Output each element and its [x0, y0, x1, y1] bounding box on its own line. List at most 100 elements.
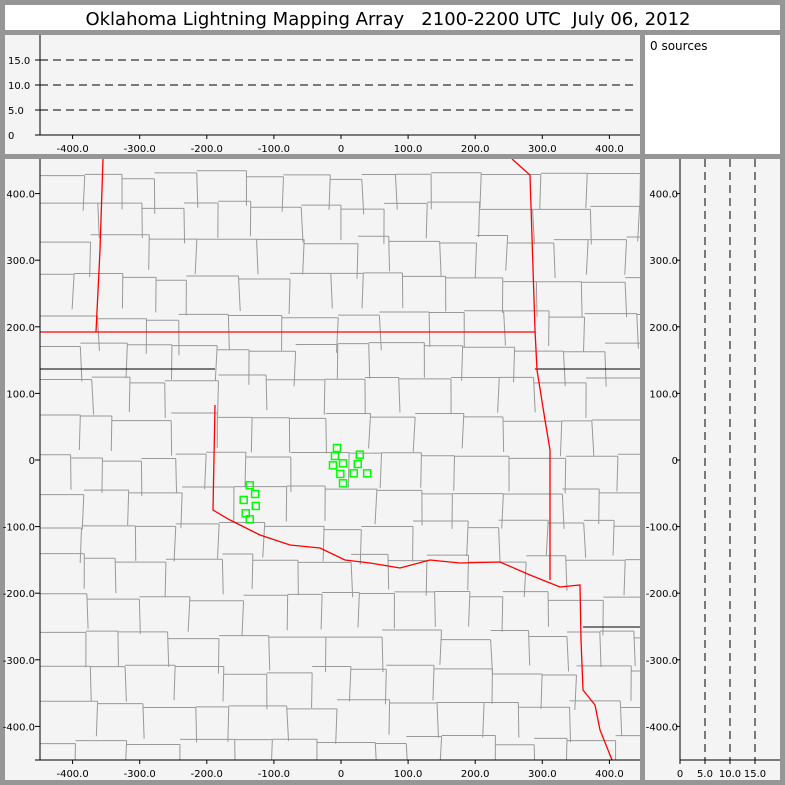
- altitude-x-panel: [5, 35, 640, 154]
- county-border: [566, 738, 568, 760]
- y-tick-label: 300.0: [6, 256, 35, 267]
- county-border: [244, 452, 247, 488]
- county-border: [428, 312, 431, 348]
- x-tick-label: 100.0: [394, 144, 423, 155]
- county-border: [434, 591, 436, 627]
- county-border: [348, 666, 352, 702]
- county-border: [265, 374, 268, 410]
- y-tick-label: -400.0: [3, 722, 35, 733]
- title-bar: [5, 5, 780, 30]
- x-tick-label: 10.0: [719, 769, 741, 780]
- county-border: [619, 700, 623, 736]
- county-border: [378, 315, 382, 351]
- county-border: [540, 673, 543, 710]
- y-tick-label: 100.0: [6, 389, 35, 400]
- y-tick-label: 0: [672, 456, 678, 467]
- county-border: [79, 346, 83, 382]
- county-border: [175, 458, 178, 494]
- figure-title: Oklahoma Lightning Mapping Array 2100-22…: [85, 9, 690, 30]
- county-border: [227, 706, 230, 742]
- county-border: [241, 600, 245, 636]
- county-border: [268, 635, 271, 671]
- y-tick-label: 300.0: [649, 256, 678, 267]
- y-tick-label: 400.0: [6, 190, 35, 201]
- county-border: [125, 740, 128, 760]
- county-border: [117, 631, 119, 667]
- y-tick-label: 200.0: [6, 323, 35, 334]
- county-border: [412, 417, 416, 453]
- station-marker: [330, 451, 340, 461]
- y-tick-label: 200.0: [649, 323, 678, 334]
- county-border: [497, 377, 500, 413]
- county-border: [532, 209, 535, 245]
- county-border: [293, 351, 297, 387]
- altitude-x-plot: 0 5.0 10.0 15.0 -400.0 -300.0 -200.0 -100.0 0 100…: [8, 35, 640, 155]
- county-border: [238, 275, 241, 312]
- county-border: [559, 421, 563, 457]
- county-border: [482, 702, 485, 738]
- county-border: [513, 347, 516, 383]
- county-border: [398, 377, 401, 413]
- x-tick-label: 400.0: [595, 769, 624, 780]
- x-tick-label: -100.0: [258, 769, 290, 780]
- county-border: [585, 239, 589, 275]
- county-border: [461, 413, 465, 449]
- x-tick-label: 0: [338, 144, 344, 155]
- county-border: [89, 666, 92, 702]
- county-border: [251, 553, 254, 589]
- station-marker: [245, 481, 254, 490]
- county-border: [361, 179, 365, 215]
- county-border: [82, 175, 86, 211]
- y-tick-label: -300.0: [3, 656, 35, 667]
- county-border: [624, 282, 628, 318]
- county-border: [311, 672, 313, 708]
- station-marker: [338, 459, 348, 468]
- y-tick-label: -100.0: [3, 523, 35, 534]
- county-border: [574, 674, 577, 710]
- county-border: [89, 242, 92, 278]
- station-marker: [349, 469, 358, 478]
- county-border: [148, 234, 150, 270]
- county-border: [624, 239, 628, 275]
- x-tick-label: 300.0: [528, 769, 557, 780]
- county-border: [387, 554, 390, 590]
- y-tick-label: -100.0: [646, 523, 678, 534]
- county-border: [302, 239, 305, 275]
- county-border: [420, 452, 422, 488]
- county-border: [357, 592, 360, 628]
- county-border: [101, 457, 103, 493]
- county-border: [501, 596, 504, 632]
- county-border: [466, 521, 469, 557]
- county-border: [183, 208, 186, 244]
- state-border-red: [511, 159, 551, 580]
- county-border: [323, 379, 326, 415]
- x-tick-label: 400.0: [595, 144, 624, 155]
- county-border: [623, 560, 626, 596]
- x-tick-label: 200.0: [461, 769, 490, 780]
- altitude-y-panel: [645, 159, 780, 780]
- station-marker: [239, 495, 248, 505]
- county-border: [639, 411, 640, 414]
- county-border: [582, 317, 586, 353]
- county-border: [633, 631, 636, 667]
- county-border: [138, 599, 141, 635]
- x-tick-label: 300.0: [528, 144, 557, 155]
- county-border: [468, 591, 471, 627]
- county-border: [281, 176, 284, 212]
- county-border: [97, 203, 100, 239]
- x-tick-label: -200.0: [191, 769, 223, 780]
- county-border: [335, 317, 339, 353]
- county-border: [286, 705, 290, 741]
- county-border: [439, 629, 443, 665]
- county-border: [517, 702, 520, 738]
- map-content: [40, 159, 640, 760]
- state-border-red: [95, 159, 104, 333]
- station-marker: [353, 459, 363, 469]
- station-marker: [355, 450, 365, 459]
- x-tick-label: 0: [677, 769, 683, 780]
- county-border: [425, 560, 428, 596]
- county-border: [374, 489, 378, 525]
- county-border: [439, 241, 442, 277]
- county-border: [388, 236, 391, 272]
- x-tick-label: -100.0: [258, 144, 290, 155]
